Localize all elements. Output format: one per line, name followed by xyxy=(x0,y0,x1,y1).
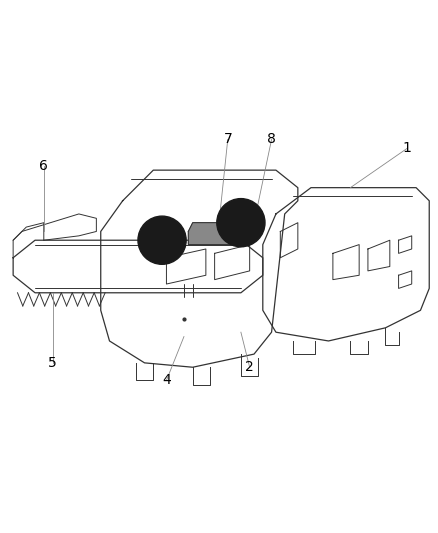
Text: 8: 8 xyxy=(267,133,276,147)
Text: 2: 2 xyxy=(245,360,254,374)
Circle shape xyxy=(217,199,265,247)
Circle shape xyxy=(138,216,186,264)
Text: 4: 4 xyxy=(162,374,171,387)
Text: 5: 5 xyxy=(48,356,57,370)
Text: 6: 6 xyxy=(39,159,48,173)
Text: 1: 1 xyxy=(403,141,412,155)
Text: 7: 7 xyxy=(223,133,232,147)
Polygon shape xyxy=(188,223,250,245)
